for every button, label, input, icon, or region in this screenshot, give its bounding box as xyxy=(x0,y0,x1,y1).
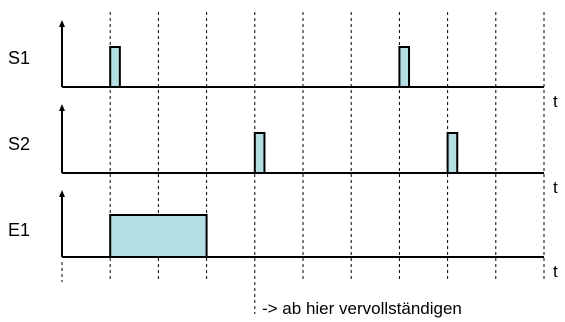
pulse-s1-2 xyxy=(398,46,411,88)
annotation-note: -> ab hier vervollständigen xyxy=(262,299,462,318)
signal-label-s1: S1 xyxy=(8,48,30,68)
axis-arrow-icon xyxy=(59,20,65,27)
signal-track-s1: S1 t xyxy=(8,20,558,111)
time-axis-label: t xyxy=(553,92,558,111)
signal-label-s2: S2 xyxy=(8,134,30,154)
time-axis-label: t xyxy=(553,178,558,197)
pulse-e1-1 xyxy=(109,214,208,258)
axis-arrow-icon xyxy=(59,104,65,111)
pulse-s1-1 xyxy=(109,46,121,88)
time-grid xyxy=(61,12,545,314)
signal-track-s2: S2 t xyxy=(8,104,558,197)
signal-tracks: S1 t S2 t E1 t xyxy=(8,20,558,281)
time-axis-label: t xyxy=(553,262,558,281)
signal-track-e1: E1 t xyxy=(8,190,558,281)
pulse-s2-1 xyxy=(253,132,266,174)
signal-label-e1: E1 xyxy=(8,220,30,240)
pulse-s2-2 xyxy=(446,132,459,174)
axis-arrow-icon xyxy=(59,190,65,197)
